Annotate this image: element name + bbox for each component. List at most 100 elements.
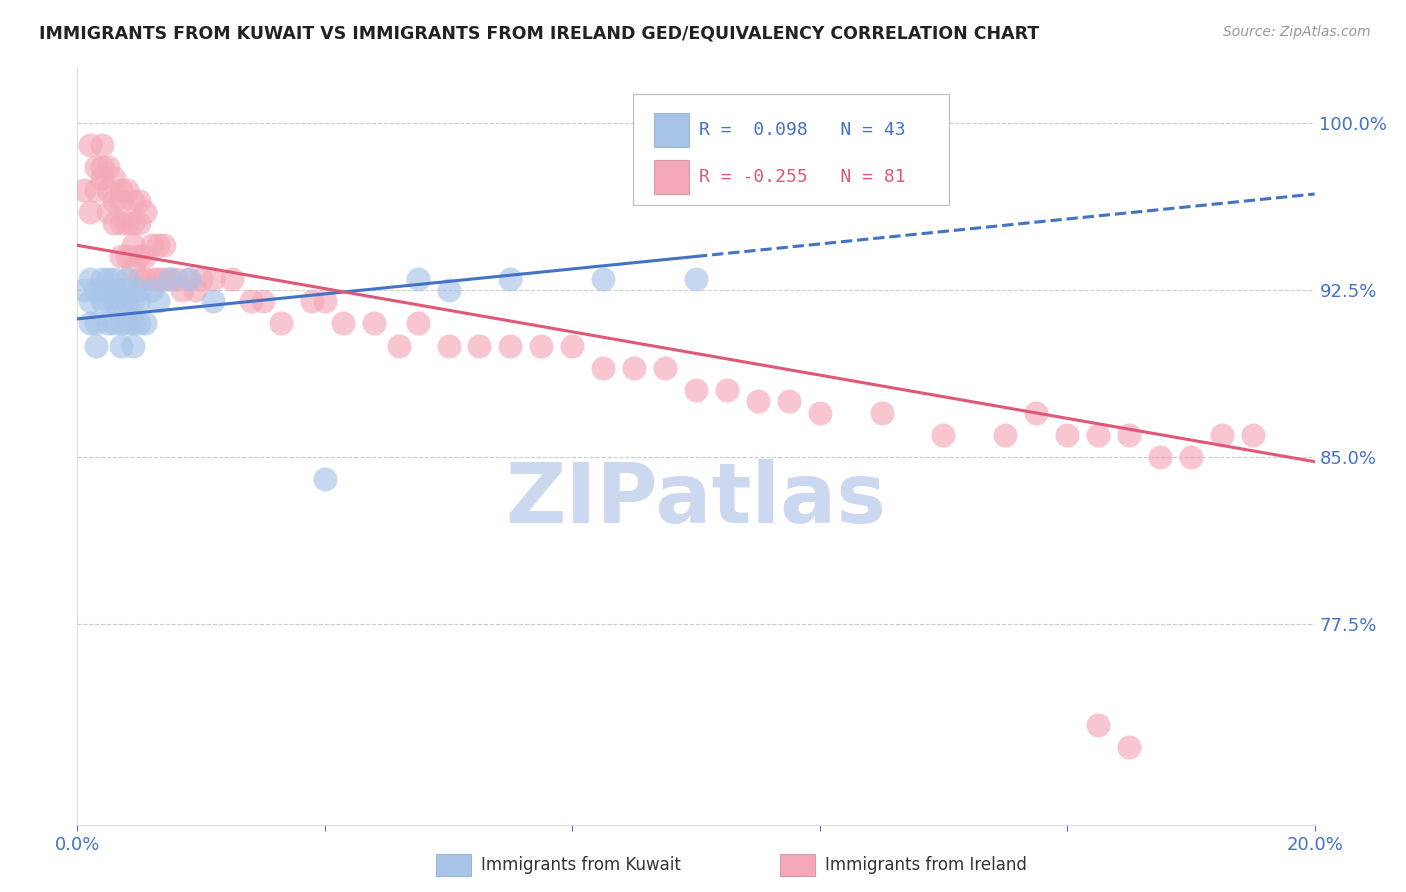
- Point: [134, 271, 156, 285]
- Point: [72, 283, 94, 297]
- Point: [146, 238, 169, 252]
- Point: [592, 271, 614, 285]
- Point: [499, 271, 522, 285]
- Point: [115, 216, 138, 230]
- Point: [685, 384, 707, 398]
- Point: [128, 194, 150, 208]
- Point: [79, 316, 101, 330]
- Point: [103, 316, 125, 330]
- Point: [159, 271, 181, 285]
- Point: [654, 361, 676, 376]
- Point: [177, 271, 200, 285]
- Point: [122, 238, 145, 252]
- Point: [91, 138, 114, 153]
- Point: [128, 283, 150, 297]
- Point: [91, 293, 114, 308]
- Point: [252, 293, 274, 308]
- Point: [808, 405, 831, 419]
- Point: [177, 271, 200, 285]
- Point: [1241, 427, 1264, 442]
- Point: [97, 160, 120, 174]
- Point: [146, 293, 169, 308]
- Point: [141, 271, 163, 285]
- Point: [110, 250, 132, 264]
- Point: [110, 182, 132, 196]
- Point: [122, 293, 145, 308]
- Point: [110, 316, 132, 330]
- Text: ZIPatlas: ZIPatlas: [506, 458, 886, 540]
- Point: [301, 293, 323, 308]
- Point: [97, 182, 120, 196]
- Point: [122, 338, 145, 352]
- Point: [406, 316, 429, 330]
- Point: [159, 271, 181, 285]
- Point: [153, 271, 176, 285]
- Point: [623, 361, 645, 376]
- Point: [128, 250, 150, 264]
- Point: [84, 182, 107, 196]
- Point: [716, 384, 738, 398]
- Point: [172, 283, 194, 297]
- Point: [747, 394, 769, 409]
- Point: [153, 238, 176, 252]
- Point: [79, 138, 101, 153]
- Point: [1118, 427, 1140, 442]
- Point: [79, 271, 101, 285]
- Point: [122, 216, 145, 230]
- Point: [97, 271, 120, 285]
- Point: [190, 271, 212, 285]
- Point: [932, 427, 955, 442]
- Point: [84, 160, 107, 174]
- Point: [128, 271, 150, 285]
- Point: [103, 271, 125, 285]
- Point: [97, 293, 120, 308]
- Point: [103, 171, 125, 186]
- Text: IMMIGRANTS FROM KUWAIT VS IMMIGRANTS FROM IRELAND GED/EQUIVALENCY CORRELATION CH: IMMIGRANTS FROM KUWAIT VS IMMIGRANTS FRO…: [39, 25, 1039, 43]
- Point: [128, 316, 150, 330]
- Point: [110, 194, 132, 208]
- Text: Immigrants from Kuwait: Immigrants from Kuwait: [481, 856, 681, 874]
- Text: Source: ZipAtlas.com: Source: ZipAtlas.com: [1223, 25, 1371, 39]
- Point: [1211, 427, 1233, 442]
- Point: [110, 283, 132, 297]
- Point: [103, 293, 125, 308]
- Point: [870, 405, 893, 419]
- Point: [1056, 427, 1078, 442]
- Point: [202, 293, 225, 308]
- Point: [314, 293, 336, 308]
- Point: [437, 338, 460, 352]
- Point: [332, 316, 354, 330]
- Point: [122, 260, 145, 275]
- Point: [406, 271, 429, 285]
- Point: [239, 293, 262, 308]
- Point: [1149, 450, 1171, 465]
- Point: [115, 250, 138, 264]
- Point: [115, 271, 138, 285]
- Point: [91, 271, 114, 285]
- Point: [79, 293, 101, 308]
- Point: [97, 283, 120, 297]
- Point: [437, 283, 460, 297]
- Point: [134, 250, 156, 264]
- Point: [91, 160, 114, 174]
- Point: [128, 216, 150, 230]
- Point: [141, 238, 163, 252]
- Point: [134, 205, 156, 219]
- Point: [84, 338, 107, 352]
- Point: [363, 316, 385, 330]
- Point: [1087, 427, 1109, 442]
- Point: [499, 338, 522, 352]
- Point: [1087, 718, 1109, 732]
- Point: [314, 473, 336, 487]
- Point: [115, 316, 138, 330]
- Text: Immigrants from Ireland: Immigrants from Ireland: [825, 856, 1028, 874]
- Point: [97, 316, 120, 330]
- Point: [1025, 405, 1047, 419]
- Point: [202, 271, 225, 285]
- Point: [141, 283, 163, 297]
- Point: [122, 194, 145, 208]
- Point: [1118, 740, 1140, 755]
- Point: [122, 316, 145, 330]
- Point: [146, 271, 169, 285]
- Point: [270, 316, 292, 330]
